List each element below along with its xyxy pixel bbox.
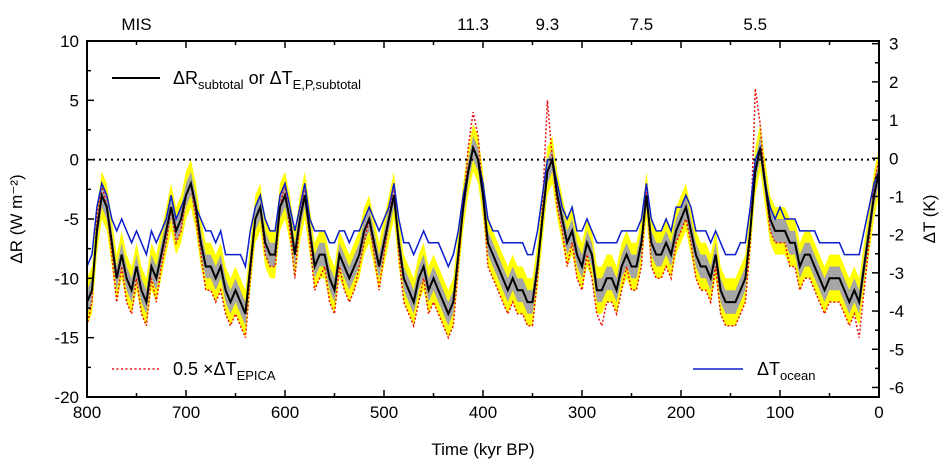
- y-left-tick-label: 5: [70, 91, 79, 110]
- axes: 800 700 600 500 400 300 200 100 01050-5-10-15-20…: [54, 32, 904, 422]
- legend-label-subtotal: ΔRsubtotal or ΔTE,P,subtotal: [173, 68, 361, 92]
- y-left-tick-label: -5: [64, 210, 79, 229]
- legend-item-epica: 0.5 ×ΔTEPICA: [112, 359, 276, 383]
- x-tick-label: 100: [766, 403, 794, 422]
- legend-item-ocean: ΔTocean: [693, 359, 815, 383]
- x-tick-label: 200: [667, 403, 695, 422]
- y-left-tick-label: 10: [60, 32, 79, 51]
- y-right-tick-label: -3: [889, 264, 904, 283]
- y-right-tick-label: 1: [889, 111, 898, 130]
- mis-labels: MIS 11.3 9.3 7.5 5.5: [121, 15, 767, 34]
- y-left-tick-label: -20: [54, 388, 79, 407]
- y-right-axis-title: ΔT (K): [920, 195, 939, 244]
- legend-label-epica: 0.5 ×ΔTEPICA: [173, 359, 276, 383]
- x-tick-label: 400: [469, 403, 497, 422]
- legend-label-ocean: ΔTocean: [757, 359, 815, 383]
- y-right-tick-label: 3: [889, 35, 898, 54]
- series-line-ocean: [86, 144, 880, 270]
- uncertainty-bands: [87, 124, 879, 338]
- y-right-tick-label: -5: [889, 340, 904, 359]
- uncertainty-band-outer: [87, 124, 879, 338]
- series-layer: [86, 88, 880, 340]
- legend-item-subtotal: ΔRsubtotal or ΔTE,P,subtotal: [112, 68, 361, 92]
- series-line-subtotal: [86, 144, 880, 317]
- x-axis-title: Time (kyr BP): [431, 440, 534, 459]
- mis-label: 7.5: [630, 15, 654, 34]
- y-left-tick-label: -15: [54, 329, 79, 348]
- mis-label: 9.3: [536, 15, 560, 34]
- x-tick-label: 700: [172, 403, 200, 422]
- y-right-tick-label: -6: [889, 378, 904, 397]
- y-right-tick-label: 2: [889, 73, 898, 92]
- x-tick-label: 800: [73, 403, 101, 422]
- x-tick-label: 0: [874, 403, 883, 422]
- y-right-tick-label: -1: [889, 187, 904, 206]
- y-left-tick-label: 0: [70, 151, 79, 170]
- y-right-tick-label: -4: [889, 302, 904, 321]
- y-right-tick-label: -2: [889, 226, 904, 245]
- mis-label: 5.5: [743, 15, 767, 34]
- mis-label: 11.3: [457, 15, 489, 34]
- x-tick-label: 500: [370, 403, 398, 422]
- mis-label: MIS: [121, 15, 151, 34]
- x-tick-label: 600: [271, 403, 299, 422]
- y-left-axis-title: ΔR (W m⁻²): [7, 174, 26, 263]
- y-right-tick-label: 0: [889, 149, 898, 168]
- y-left-tick-label: -10: [54, 269, 79, 288]
- x-tick-label: 300: [568, 403, 596, 422]
